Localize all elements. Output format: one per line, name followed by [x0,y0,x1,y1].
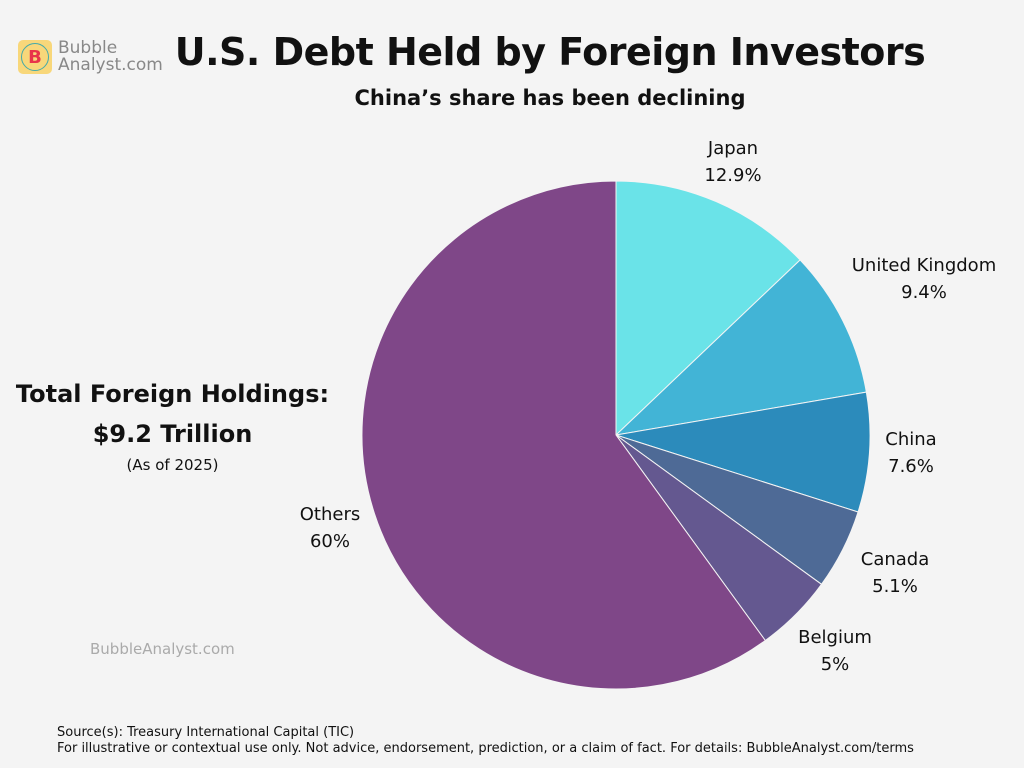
slice-name: Canada [860,549,930,570]
slice-value: 12.9% [704,165,762,186]
slice-value: 5.1% [872,576,918,597]
slice-label: Belgium 5% [798,624,872,678]
pie-slice-united-kingdom [614,259,867,436]
chart-title: U.S. Debt Held by Foreign Investors [174,30,926,74]
brand-logo: B Bubble Analyst.com [18,40,163,74]
slice-name: Belgium [798,627,872,648]
logo-line2: Analyst.com [58,55,163,75]
slice-label: Others 60% [300,501,361,555]
slice-name: Japan [707,138,759,159]
slice-value: 7.6% [888,456,934,477]
logo-letter: B [21,43,49,71]
pie-slice-japan [615,180,801,437]
total-label: Total Foreign Holdings: [15,380,330,408]
slice-label: China 7.6% [885,426,936,480]
slice-label: Canada 5.1% [861,546,930,600]
total-value: $9.2 Trillion [92,420,253,448]
total-annotation: Total Foreign Holdings: $9.2 Trillion [0,374,345,454]
as-of-note: (As of 2025) [126,456,219,474]
pie-slice-china [615,391,871,513]
slice-value: 9.4% [901,282,947,303]
slice-value: 60% [309,531,350,552]
slice-name: United Kingdom [851,255,997,276]
slice-label: United Kingdom 9.4% [852,252,996,306]
slice-name: China [885,429,937,450]
chart-subtitle: China’s share has been declining [354,86,746,110]
pie-slice-others [361,180,766,690]
slice-value: 5% [820,654,850,675]
slice-label: Japan 12.9% [704,135,761,189]
watermark: BubbleAnalyst.com [90,640,235,658]
logo-line1: Bubble [58,38,118,58]
source-note: Source(s): Treasury International Capita… [57,725,355,740]
logo-icon: B [18,40,52,74]
slice-name: Others [299,504,361,525]
disclaimer: For illustrative or contextual use only.… [57,741,914,756]
